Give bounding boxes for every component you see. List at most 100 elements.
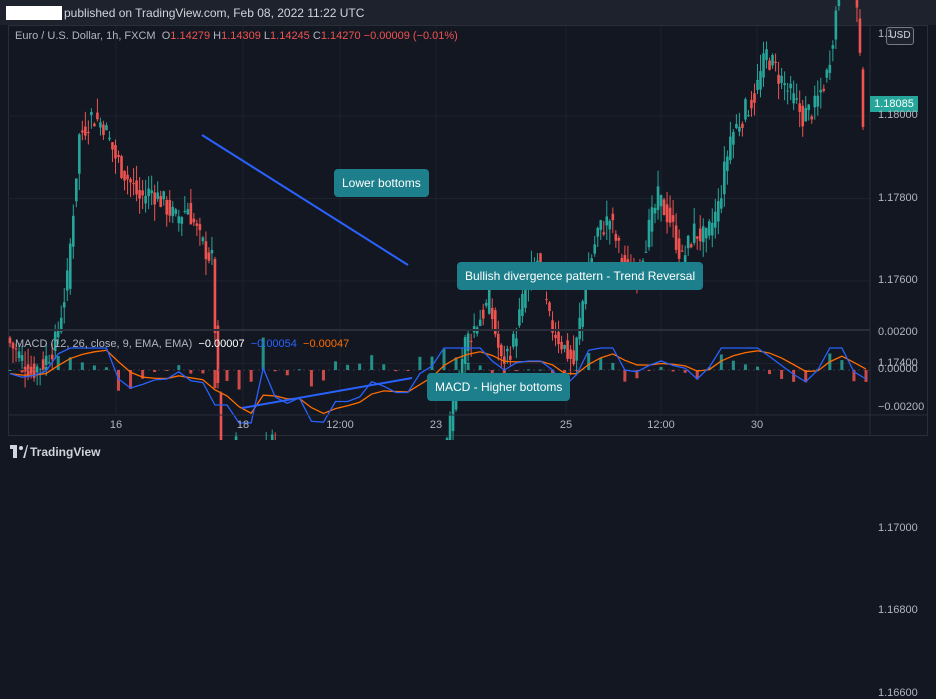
- candle-body: [832, 45, 835, 48]
- candle-body: [765, 49, 768, 60]
- candle-body: [756, 80, 759, 90]
- macd-histogram-bar: [575, 370, 578, 371]
- brand-name: TradingView: [30, 445, 100, 459]
- candle-body: [144, 196, 147, 204]
- candle-body: [572, 350, 575, 364]
- candle-body: [581, 301, 584, 327]
- candle-body: [575, 338, 578, 361]
- candle-body: [678, 238, 681, 258]
- candle-body: [777, 75, 780, 84]
- candle-body: [645, 252, 648, 253]
- candle-body: [829, 65, 832, 73]
- candle-body: [657, 186, 660, 210]
- macd-histogram-bar: [177, 365, 180, 370]
- candle-body: [156, 193, 159, 200]
- candle-body: [90, 112, 93, 115]
- macd-histogram-bar: [756, 367, 759, 370]
- macd-trendline: [242, 378, 412, 408]
- candle-body: [108, 138, 111, 140]
- time-tick-label: 12:00: [645, 419, 677, 431]
- candle-body: [497, 334, 500, 348]
- candle-body: [738, 127, 741, 132]
- candle-body: [509, 356, 512, 360]
- candle-body: [744, 99, 747, 119]
- macd-histogram-bar: [418, 357, 421, 370]
- candle-body: [162, 191, 165, 199]
- symbol-legend: Euro / U.S. Dollar, 1h, FXCM O1.14279 H1…: [15, 30, 458, 42]
- candle-body: [153, 192, 156, 204]
- candle-body: [105, 125, 108, 130]
- candle-body: [648, 220, 651, 247]
- macd-histogram-bar: [744, 364, 747, 370]
- macd-histogram-bar: [660, 367, 663, 370]
- footer-bar: TradingView: [0, 440, 936, 464]
- macd-histogram-bar: [672, 370, 675, 371]
- candle-body: [99, 122, 102, 127]
- candle-body: [150, 190, 153, 193]
- signal-line-value: −0.00047: [303, 338, 349, 350]
- candle-body: [675, 225, 678, 249]
- time-tick-label: 25: [550, 419, 582, 431]
- candle-body: [735, 124, 738, 128]
- candle-body: [45, 356, 48, 365]
- candle-body: [518, 309, 521, 325]
- candle-body: [702, 226, 705, 242]
- candle-body: [593, 244, 596, 253]
- macd-histogram-bar: [286, 370, 289, 375]
- candle-body: [669, 208, 672, 223]
- time-tick-label: 16: [100, 419, 132, 431]
- candle-body: [651, 207, 654, 231]
- macd-histogram-bar: [479, 365, 482, 370]
- candle-body: [687, 236, 690, 248]
- candle-body: [792, 93, 795, 103]
- candle-body: [515, 338, 518, 346]
- tradingview-logo-icon: [10, 445, 28, 459]
- candle-body: [521, 294, 524, 316]
- candle-body: [126, 175, 129, 180]
- candle-body: [84, 127, 87, 136]
- macd-histogram-bar: [611, 363, 614, 370]
- candle-body: [798, 103, 801, 112]
- candle-body: [30, 367, 33, 374]
- macd-tick-label: 0.00000: [878, 363, 918, 375]
- candle-body: [114, 145, 117, 158]
- candle-body: [199, 224, 202, 230]
- candle-body: [96, 113, 99, 120]
- macd-histogram-bar: [768, 370, 771, 374]
- candle-body: [123, 171, 126, 181]
- candle-body: [693, 224, 696, 243]
- candle-body: [690, 244, 693, 247]
- candle-body: [708, 221, 711, 235]
- candle-body: [609, 221, 612, 230]
- candle-body: [488, 290, 491, 314]
- candle-body: [750, 100, 753, 108]
- candle-body: [21, 355, 24, 361]
- candle-body: [181, 217, 184, 224]
- candle-body: [485, 303, 488, 306]
- macd-histogram-bar: [322, 370, 325, 381]
- candle-body: [823, 89, 826, 91]
- candle-body: [605, 216, 608, 225]
- macd-histogram-bar: [201, 370, 204, 373]
- candle-body: [470, 341, 473, 342]
- macd-histogram-bar: [9, 370, 12, 371]
- candle-body: [856, 0, 859, 8]
- candle-body: [711, 223, 714, 235]
- candle-body: [135, 180, 138, 194]
- candle-body: [696, 236, 699, 238]
- candle-body: [819, 90, 822, 92]
- candle-body: [464, 337, 467, 364]
- high-label: H: [213, 30, 221, 42]
- candle-body: [569, 349, 572, 358]
- candle-body: [768, 61, 771, 70]
- candle-body: [18, 351, 21, 358]
- candle-body: [452, 398, 455, 431]
- candle-body: [12, 343, 15, 349]
- candle-body: [726, 157, 729, 172]
- macd-histogram-bar: [539, 370, 542, 371]
- macd-histogram-bar: [840, 360, 843, 370]
- candle-body: [548, 303, 551, 312]
- macd-histogram-bar: [467, 362, 470, 370]
- candle-body: [780, 76, 783, 83]
- candle-body: [816, 96, 819, 107]
